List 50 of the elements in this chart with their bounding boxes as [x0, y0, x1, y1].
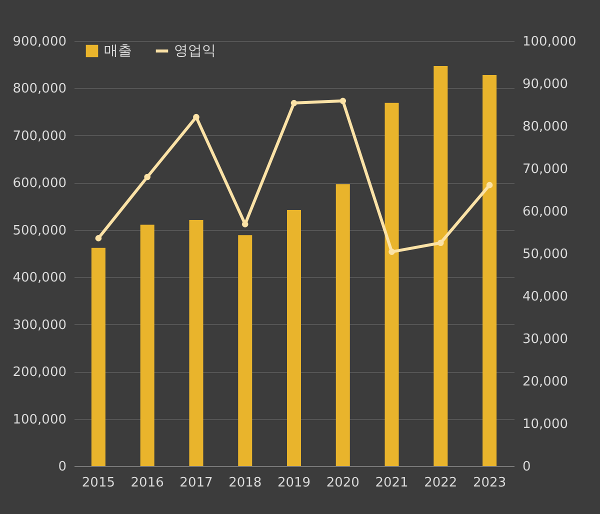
y-tick-label: 800,000: [12, 82, 66, 97]
x-tick-label: 2017: [180, 476, 213, 490]
y-tick-label: 700,000: [12, 128, 66, 144]
point: [290, 100, 298, 106]
point: [438, 240, 444, 246]
y2-tick-label: 80,000: [522, 120, 568, 134]
y-tick-label: 300,000: [12, 318, 66, 333]
point: [486, 182, 493, 188]
y2-tick-label: 90,000: [522, 77, 568, 92]
y2-tick-label: 60,000: [522, 204, 568, 220]
bar: [336, 184, 350, 466]
y2-tick-label: 20,000: [522, 374, 568, 390]
point: [340, 98, 346, 104]
point: [144, 174, 150, 180]
y-tick-label: 600,000: [12, 176, 66, 192]
bar: [482, 75, 497, 466]
bar: [189, 220, 204, 466]
x-tick-label: 2020: [326, 476, 360, 490]
y-tick-label: 200,000: [12, 365, 66, 380]
y2-tick-label: 50,000: [522, 247, 568, 262]
point: [193, 114, 200, 120]
y-tick-label: 400,000: [12, 270, 66, 286]
y2-tick-label: 30,000: [522, 332, 568, 347]
y2-tick-label: 70,000: [522, 162, 568, 177]
point: [388, 248, 395, 255]
x-tick-label: 2021: [375, 476, 408, 490]
point: [242, 221, 248, 228]
y-tick-label: 900,000: [12, 34, 66, 50]
y-tick-label: 500,000: [12, 223, 66, 238]
x-tick-label: 2018: [228, 476, 262, 490]
bar: [434, 66, 448, 466]
bar: [91, 248, 106, 466]
y2-tick-label: 40,000: [522, 290, 568, 304]
y-tick-label: 100,000: [12, 412, 66, 428]
y2-tick-label: 0: [522, 460, 531, 474]
bar: [238, 235, 252, 466]
legend-label: 매출: [104, 43, 132, 59]
x-tick-label: 2023: [473, 476, 506, 490]
y2-tick-label: 10,000: [522, 417, 568, 432]
y-tick-label: 0: [58, 460, 66, 474]
x-tick-label: 2016: [130, 476, 164, 490]
point: [95, 235, 102, 242]
x-tick-label: 2019: [277, 476, 311, 490]
y2-tick-label: 100,000: [522, 34, 576, 50]
bar: [384, 102, 399, 466]
bar: [140, 224, 154, 466]
bar: [287, 210, 301, 466]
legend-label: 영업익: [174, 43, 216, 59]
x-tick-label: 2022: [424, 476, 458, 490]
x-tick-label: 2015: [82, 476, 115, 490]
